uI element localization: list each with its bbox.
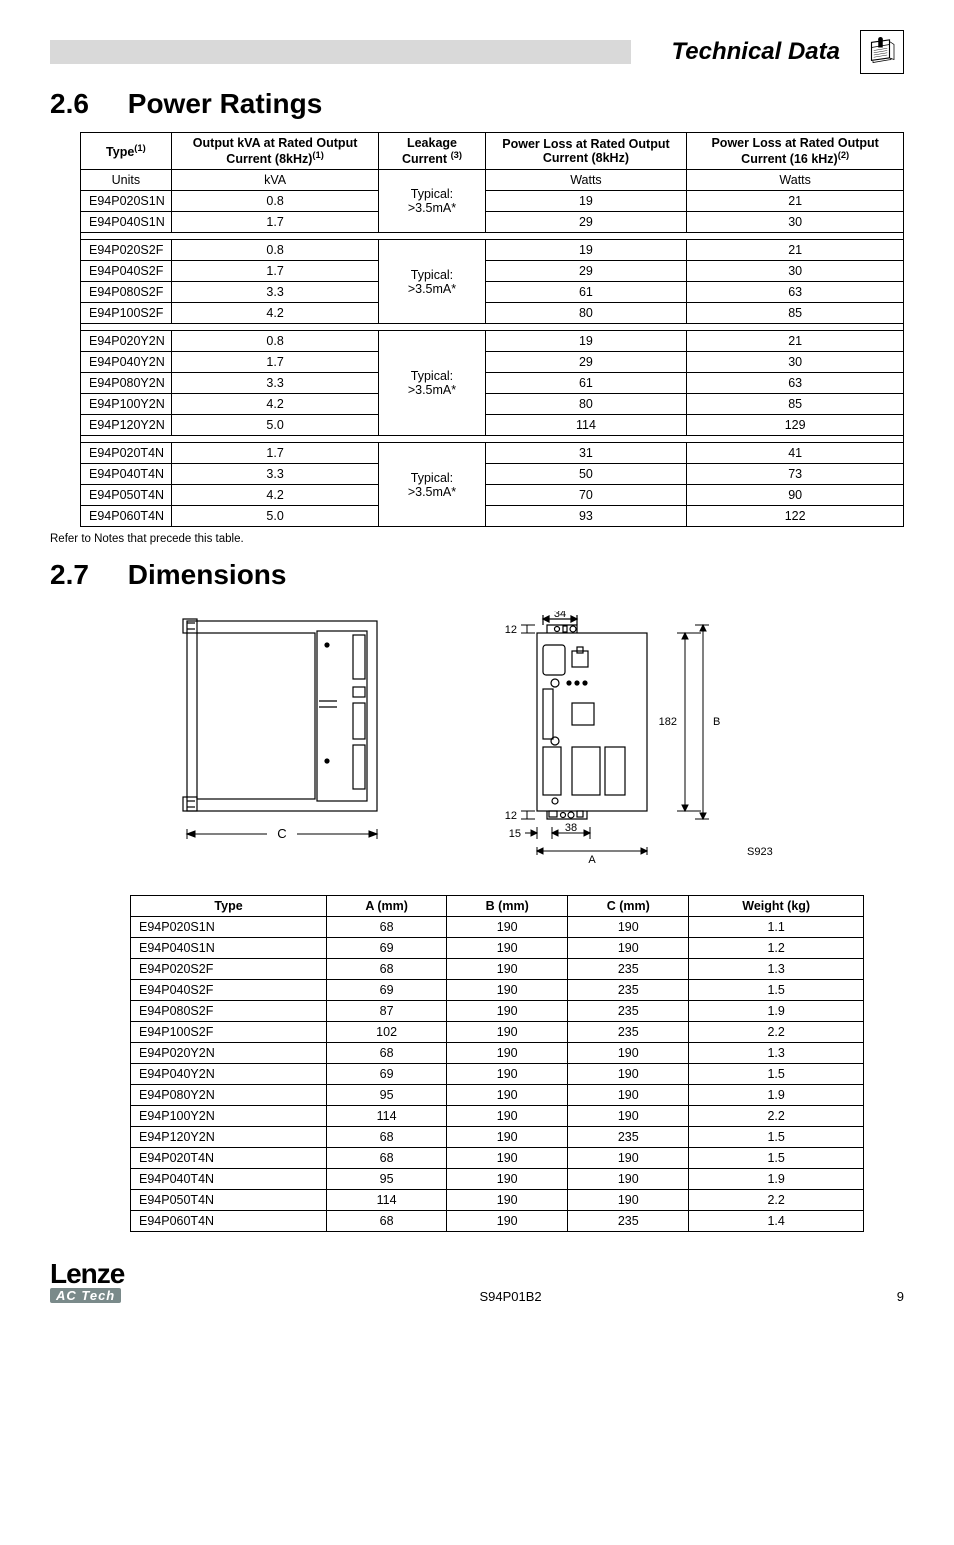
table-row: E94P080S2F 3.3 61 63 (81, 282, 904, 303)
table-row: E94P040Y2N 1.7 29 30 (81, 352, 904, 373)
section-2-7-title: Dimensions (128, 559, 287, 590)
col-a: A (mm) (327, 896, 447, 917)
table-row: E94P050T4N 4.2 70 90 (81, 485, 904, 506)
svg-text:15: 15 (509, 828, 521, 840)
table-row: E94P120Y2N 68 190 235 1.5 (131, 1127, 864, 1148)
table-row: Units kVA Typical: >3.5mA* Watts Watts (81, 170, 904, 191)
page-number: 9 (897, 1289, 904, 1304)
table-row: E94P020Y2N 0.8 Typical: >3.5mA* 19 21 (81, 331, 904, 352)
table-row: E94P100S2F 102 190 235 2.2 (131, 1022, 864, 1043)
table-row: E94P060T4N 68 190 235 1.4 (131, 1211, 864, 1232)
lenze-logo-text: Lenze (50, 1260, 124, 1288)
section-2-6-title: Power Ratings (128, 88, 322, 119)
table-row: Type A (mm) B (mm) C (mm) Weight (kg) (131, 896, 864, 917)
table-row: E94P120Y2N 5.0 114 129 (81, 415, 904, 436)
svg-text:34: 34 (554, 611, 566, 620)
table-row: E94P040T4N 3.3 50 73 (81, 464, 904, 485)
actech-logo-text: AC Tech (50, 1288, 121, 1303)
table-row: E94P040S2F 1.7 29 30 (81, 261, 904, 282)
spacer (81, 233, 904, 240)
brand-logo: Lenze AC Tech (50, 1260, 124, 1304)
table-row: E94P020S1N 0.8 19 21 (81, 191, 904, 212)
header-bar: Technical Data (50, 30, 904, 74)
table-row: E94P020Y2N 68 190 190 1.3 (131, 1043, 864, 1064)
svg-text:S923: S923 (747, 846, 773, 858)
col-w: Weight (kg) (689, 896, 864, 917)
table-row: Type(1) Output kVA at Rated Output Curre… (81, 133, 904, 170)
section-2-6-heading: 2.6 Power Ratings (50, 88, 904, 120)
table-row: E94P020S1N 68 190 190 1.1 (131, 917, 864, 938)
table-row: E94P080S2F 87 190 235 1.9 (131, 1001, 864, 1022)
svg-text:12: 12 (505, 624, 517, 636)
table-row: E94P040S1N 1.7 29 30 (81, 212, 904, 233)
svg-text:38: 38 (565, 822, 577, 834)
table-row: E94P100Y2N 4.2 80 85 (81, 394, 904, 415)
col-loss8: Power Loss at Rated Output Current (8kHz… (485, 133, 687, 170)
svg-text:B: B (713, 716, 720, 728)
header-gray-stripe (50, 40, 631, 64)
table-row: E94P060T4N 5.0 93 122 (81, 506, 904, 527)
table-row: E94P040S2F 69 190 235 1.5 (131, 980, 864, 1001)
table-row: E94P100Y2N 114 190 190 2.2 (131, 1106, 864, 1127)
col-b: B (mm) (447, 896, 568, 917)
table-row: E94P020S2F 0.8 Typical: >3.5mA* 19 21 (81, 240, 904, 261)
page-footer: Lenze AC Tech S94P01B2 9 (50, 1260, 904, 1304)
section-2-6-num: 2.6 (50, 88, 120, 120)
table-row: E94P020T4N 1.7 Typical: >3.5mA* 31 41 (81, 443, 904, 464)
table-row: E94P080Y2N 95 190 190 1.9 (131, 1085, 864, 1106)
col-kva: Output kVA at Rated Output Current (8kHz… (171, 133, 379, 170)
col-type: Type(1) (81, 133, 172, 170)
leakage-cell: Typical: >3.5mA* (379, 240, 485, 324)
doc-number: S94P01B2 (479, 1289, 541, 1304)
leakage-cell: Typical: >3.5mA* (379, 331, 485, 436)
side-view-diagram: 34 12 12 15 38 (477, 611, 797, 871)
col-loss16: Power Loss at Rated Output Current (16 k… (687, 133, 904, 170)
table-row: E94P040Y2N 69 190 190 1.5 (131, 1064, 864, 1085)
svg-text:C: C (277, 826, 286, 841)
col-type: Type (131, 896, 327, 917)
header-title: Technical Data (671, 38, 840, 66)
table-row: E94P100S2F 4.2 80 85 (81, 303, 904, 324)
table-row: E94P020T4N 68 190 190 1.5 (131, 1148, 864, 1169)
spacer (81, 436, 904, 443)
power-ratings-table: Type(1) Output kVA at Rated Output Curre… (80, 132, 904, 527)
book-icon (860, 30, 904, 74)
table-row: E94P050T4N 114 190 190 2.2 (131, 1190, 864, 1211)
col-leakage: Leakage Current (3) (379, 133, 485, 170)
spacer (81, 324, 904, 331)
dimension-diagrams: C (50, 611, 904, 871)
svg-text:12: 12 (505, 810, 517, 822)
dimensions-table: Type A (mm) B (mm) C (mm) Weight (kg) E9… (130, 895, 864, 1232)
svg-text:A: A (588, 854, 596, 866)
leakage-cell: Typical: >3.5mA* (379, 443, 485, 527)
svg-text:182: 182 (659, 716, 677, 728)
front-view-diagram: C (157, 611, 417, 861)
section-2-7-heading: 2.7 Dimensions (50, 559, 904, 591)
leakage-cell: Typical: >3.5mA* (379, 170, 485, 233)
table-row: E94P040S1N 69 190 190 1.2 (131, 938, 864, 959)
table-row: E94P020S2F 68 190 235 1.3 (131, 959, 864, 980)
section-2-7-num: 2.7 (50, 559, 120, 591)
table-note: Refer to Notes that precede this table. (50, 533, 904, 545)
table-row: E94P080Y2N 3.3 61 63 (81, 373, 904, 394)
table-row: E94P040T4N 95 190 190 1.9 (131, 1169, 864, 1190)
col-c: C (mm) (568, 896, 689, 917)
